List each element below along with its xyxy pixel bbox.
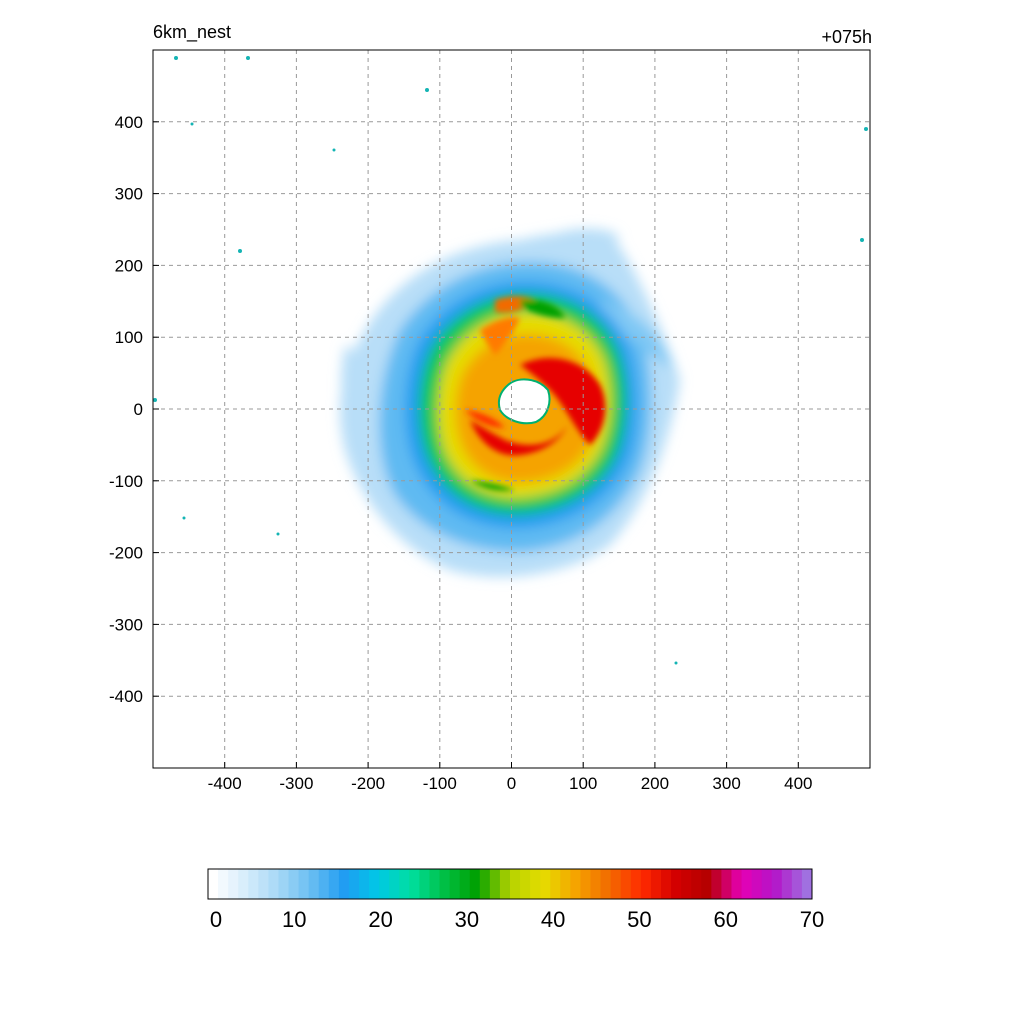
y-tick-label: 200 [115,256,143,275]
colorbar-swatch [208,869,219,899]
colorbar-swatch [671,869,682,899]
storm-eye [497,378,551,425]
colorbar-tick-label: 70 [800,907,824,932]
colorbar-swatch [751,869,763,899]
colorbar-swatch [449,869,461,899]
colorbar-swatch [348,869,360,899]
colorbar-swatch [379,869,390,899]
colorbar-swatch [570,869,581,899]
y-tick-label: 0 [134,400,143,419]
colorbar-swatch [228,869,239,899]
colorbar-swatch [359,869,370,899]
colorbar-swatch [560,869,571,899]
colorbar-swatch [630,869,642,899]
y-axis: 400 300 200 100 0 -100 -200 -300 -400 [109,113,159,706]
x-tick-label: 200 [641,774,669,793]
colorbar-swatch [489,869,501,899]
colorbar-swatch [550,869,561,899]
colorbar-swatch [399,869,410,899]
colorbar-tick-label: 60 [713,907,737,932]
colorbar-swatch [661,869,672,899]
colorbar-swatch [600,869,612,899]
colorbar-swatch [278,869,290,899]
colorbar-swatch [238,869,249,899]
y-tick-label: -100 [109,472,143,491]
colorbar-swatch [590,869,602,899]
colorbar-swatch [781,869,793,899]
colorbar-frame [207,868,813,900]
plot-title-left: 6km_nest [153,22,232,42]
colorbar-tick-label: 40 [541,907,565,932]
x-tick-label: -200 [351,774,385,793]
colorbar-swatch [439,869,451,899]
colorbar-swatch [419,869,430,899]
storm-field [153,56,868,665]
colorbar-swatch [530,869,541,899]
colorbar-swatch [711,869,722,899]
x-tick-label: 100 [569,774,597,793]
colorbar-swatch [731,869,743,899]
colorbar-swatch [801,869,813,899]
x-tick-label: -400 [208,774,242,793]
y-tick-label: 400 [115,113,143,132]
colorbar-swatch [459,869,471,899]
colorbar-tick-label: 20 [368,907,392,932]
plot-title-right: +075h [821,27,872,47]
colorbar-ticks: 0 10 20 30 40 50 60 70 [210,907,824,932]
x-tick-label: 300 [712,774,740,793]
colorbar-swatch [298,869,310,899]
y-tick-label: -200 [109,544,143,563]
colorbar-swatch [288,869,300,899]
colorbar-swatch [389,869,400,899]
colorbar-swatch [479,869,491,899]
colorbar-swatch [741,869,753,899]
x-axis: -400 -300 -200 -100 0 100 200 300 400 [208,762,812,793]
colorbar-swatch [409,869,420,899]
y-tick-label: 100 [115,328,143,347]
colorbar-swatch [318,869,330,899]
x-tick-label: -100 [423,774,457,793]
colorbar-swatch [771,869,783,899]
colorbar-swatch [429,869,441,899]
colorbar-swatch [620,869,632,899]
colorbar-swatch [691,869,702,899]
x-tick-label: -300 [279,774,313,793]
colorbar-swatch [701,869,712,899]
colorbar-swatch [761,869,773,899]
colorbar-swatch [721,869,732,899]
colorbar-swatch [338,869,350,899]
colorbar-swatch [328,869,340,899]
x-tick-label: 0 [507,774,516,793]
colorbar [207,868,813,900]
colorbar-swatch [248,869,259,899]
x-tick-label: 400 [784,774,812,793]
colorbar-swatch [540,869,551,899]
colorbar-swatch [308,869,320,899]
colorbar-swatch [650,869,662,899]
colorbar-swatch [499,869,511,899]
colorbar-swatch [791,869,803,899]
colorbar-swatch [218,869,229,899]
colorbar-swatch [681,869,692,899]
colorbar-swatch [640,869,652,899]
colorbar-swatch [369,869,380,899]
colorbar-swatch [469,869,481,899]
colorbar-tick-label: 10 [282,907,306,932]
colorbar-tick-label: 30 [455,907,479,932]
colorbar-swatch [510,869,521,899]
colorbar-swatch [258,869,269,899]
colorbar-tick-label: 0 [210,907,222,932]
y-tick-label: -400 [109,687,143,706]
colorbar-tick-label: 50 [627,907,651,932]
colorbar-swatch [610,869,622,899]
y-tick-label: 300 [115,185,143,204]
colorbar-swatch [520,869,531,899]
colorbar-swatch [580,869,592,899]
colorbar-swatch [268,869,279,899]
y-tick-label: -300 [109,615,143,634]
